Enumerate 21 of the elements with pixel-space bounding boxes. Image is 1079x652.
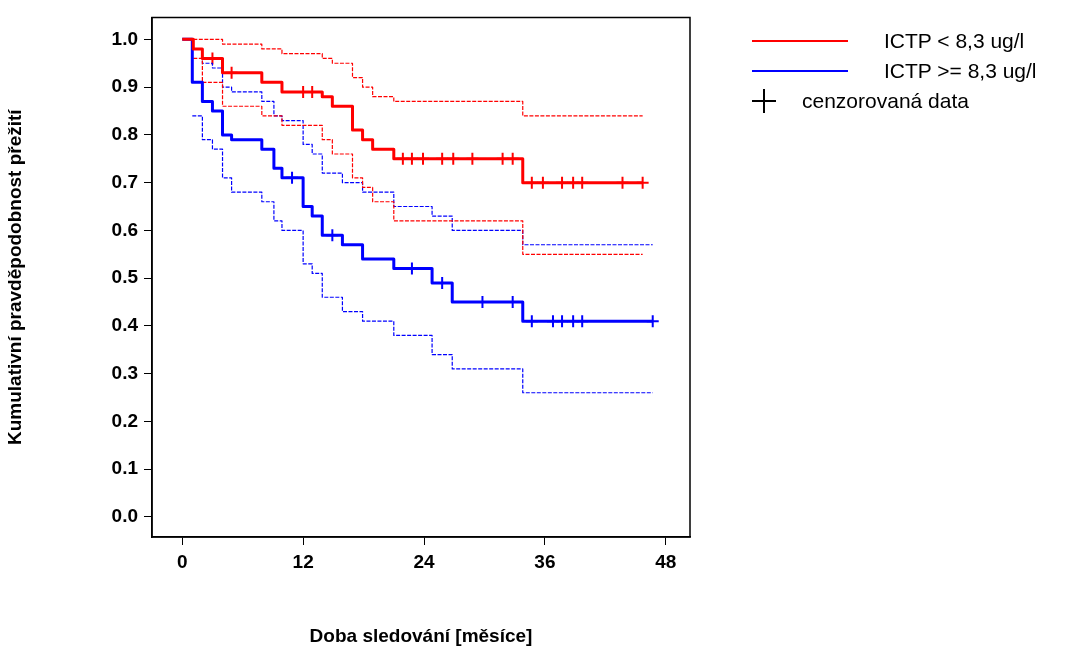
x-tick-label: 48 xyxy=(655,550,677,572)
legend-label: ICTP < 8,3 ug/l xyxy=(884,29,1025,53)
x-tick-label: 12 xyxy=(292,550,314,572)
legend-label: ICTP >= 8,3 ug/l xyxy=(884,59,1037,83)
y-tick-label: 1.0 xyxy=(111,27,138,49)
y-tick-label: 0.8 xyxy=(111,123,138,145)
y-tick-label: 0.2 xyxy=(111,409,138,431)
x-axis-title: Doba sledování [měsíce] xyxy=(309,624,533,646)
y-tick-label: 0.6 xyxy=(111,218,138,240)
x-tick-label: 0 xyxy=(176,550,188,572)
x-tick-label: 36 xyxy=(534,550,556,572)
y-tick-label: 0.5 xyxy=(111,266,139,288)
y-tick-label: 0.7 xyxy=(111,170,138,192)
y-tick-label: 0.0 xyxy=(111,505,138,527)
y-tick-label: 0.3 xyxy=(111,361,138,383)
y-tick-label: 0.9 xyxy=(111,75,138,97)
text: cenzorovaná data xyxy=(802,89,969,113)
y-tick-label: 0.4 xyxy=(111,314,139,336)
y-axis-title: Kumulativní pravděpodobnost přežití xyxy=(3,108,25,446)
x-tick-label: 24 xyxy=(413,550,436,572)
y-tick-label: 0.1 xyxy=(111,457,139,479)
